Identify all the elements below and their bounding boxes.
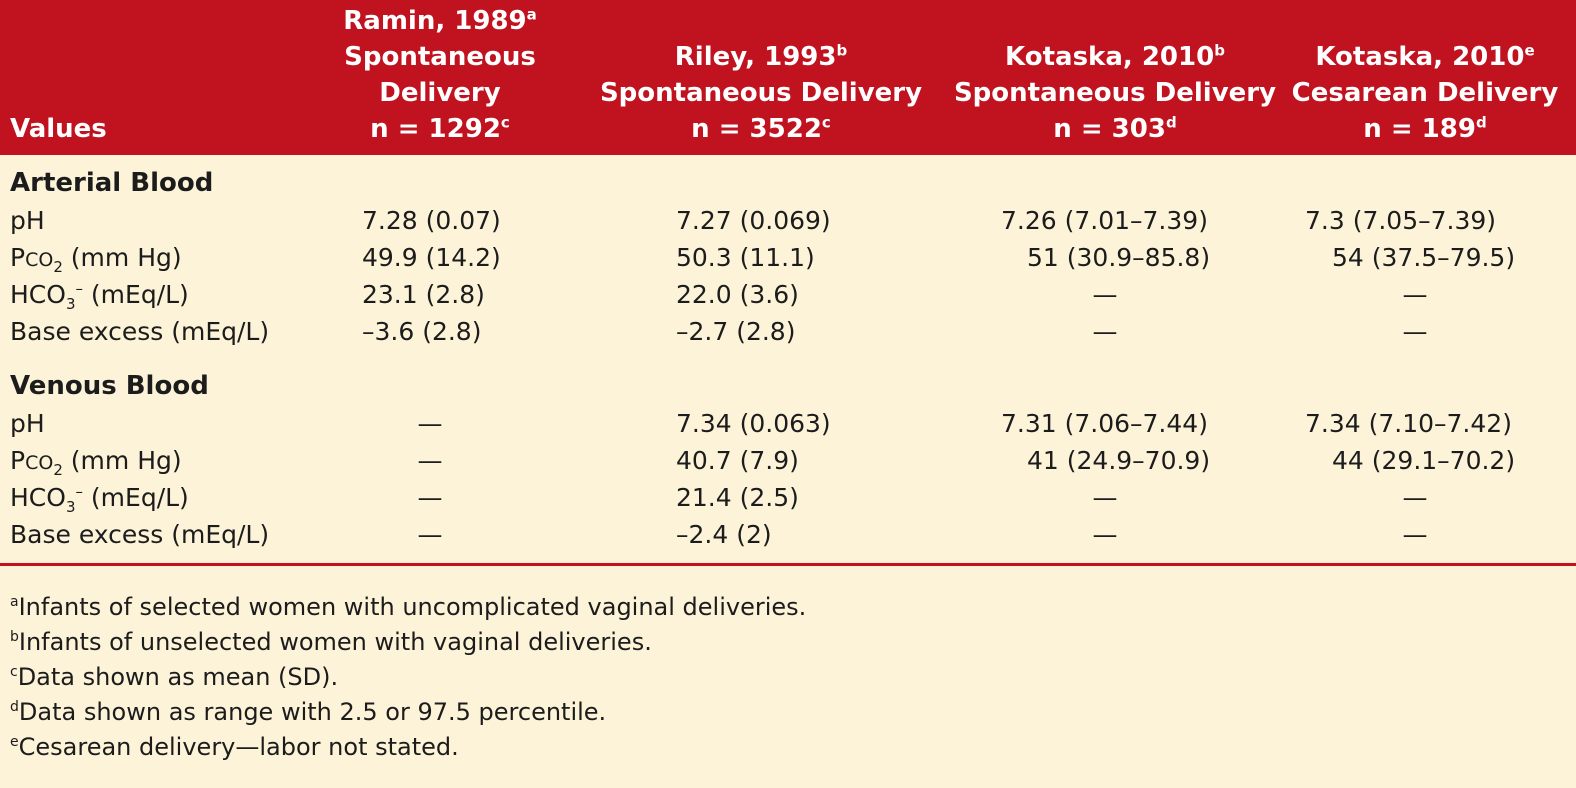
row-label: PCO2 (mm Hg)	[10, 446, 182, 479]
header-col-kotaska-2010-cesarean: Kotaska, 2010e Cesarean Delivery n = 189…	[1290, 39, 1560, 147]
header-values-label: Values	[10, 114, 107, 144]
cell-value: —	[1402, 317, 1428, 346]
header-col-ramin-1989: Ramin, 1989a Spontaneous Delivery n = 12…	[320, 3, 560, 147]
footnotes: aInfants of selected women with uncompli…	[10, 590, 806, 765]
cell-value: —	[417, 409, 443, 438]
cell-value: –3.6 (2.8)	[362, 317, 482, 346]
header-col-n: n = 1292c	[370, 113, 510, 144]
cell-value: 7.31 (7.06–7.44)	[1001, 409, 1208, 438]
header-values: Values	[10, 111, 107, 147]
header-col-title: Ramin, 1989a	[343, 5, 537, 36]
cell-value: —	[417, 446, 443, 475]
table-row: Base excess (mEq/L) — –2.4 (2) — —	[0, 516, 1576, 553]
cell-value: 40.7 (7.9)	[676, 446, 799, 475]
header-col-subtitle: Spontaneous Delivery	[599, 78, 923, 108]
footnote-a: aInfants of selected women with uncompli…	[10, 593, 807, 621]
cell-value: 7.3 (7.05–7.39)	[1305, 206, 1497, 235]
cell-value: —	[1092, 280, 1118, 309]
header-col-subtitle-2: Delivery	[379, 78, 501, 108]
cell-value: 7.34 (7.10–7.42)	[1305, 409, 1512, 438]
footnote-divider	[0, 563, 1576, 566]
table-body: Arterial Blood pH 7.28 (0.07) 7.27 (0.06…	[0, 165, 1576, 553]
section-heading-venous: Venous Blood	[10, 371, 209, 401]
cell-value: –2.7 (2.8)	[676, 317, 796, 346]
header-col-title: Riley, 1993b	[674, 41, 848, 72]
row-label: HCO3– (mEq/L)	[10, 482, 189, 516]
cell-value: 7.26 (7.01–7.39)	[1001, 206, 1208, 235]
table-row: pH — 7.34 (0.063) 7.31 (7.06–7.44) 7.34 …	[0, 405, 1576, 442]
cell-value: 23.1 (2.8)	[362, 280, 485, 309]
row-label: PCO2 (mm Hg)	[10, 243, 182, 276]
table-row: HCO3– (mEq/L) — 21.4 (2.5) — —	[0, 479, 1576, 516]
table-row: PCO2 (mm Hg) 49.9 (14.2) 50.3 (11.1) 51 …	[0, 239, 1576, 276]
header-col-subtitle: Spontaneous	[344, 42, 536, 72]
cell-value: —	[1402, 483, 1428, 512]
section-gap	[0, 350, 1576, 368]
cell-value: —	[1402, 520, 1428, 549]
table-header: Values Ramin, 1989a Spontaneous Delivery…	[0, 0, 1576, 155]
row-label: Base excess (mEq/L)	[10, 520, 270, 549]
cell-value: 21.4 (2.5)	[676, 483, 799, 512]
cell-value: —	[1092, 520, 1118, 549]
cell-value: 49.9 (14.2)	[362, 243, 501, 272]
cell-value: 7.28 (0.07)	[362, 206, 501, 235]
cell-value: 51 (30.9–85.8)	[1027, 243, 1211, 272]
header-col-n: n = 303d	[1053, 113, 1177, 144]
header-col-n: n = 189d	[1363, 113, 1487, 144]
footnote-d: dData shown as range with 2.5 or 97.5 pe…	[10, 698, 607, 726]
header-col-n: n = 3522c	[691, 113, 831, 144]
table-row: PCO2 (mm Hg) — 40.7 (7.9) 41 (24.9–70.9)…	[0, 442, 1576, 479]
cell-value: —	[1402, 280, 1428, 309]
cell-value: 41 (24.9–70.9)	[1027, 446, 1211, 475]
cell-value: 22.0 (3.6)	[676, 280, 799, 309]
cell-value: –2.4 (2)	[676, 520, 772, 549]
header-col-subtitle: Cesarean Delivery	[1291, 78, 1559, 108]
header-col-title: Kotaska, 2010b	[1005, 41, 1225, 72]
header-col-title: Kotaska, 2010e	[1315, 41, 1535, 72]
cell-value: 44 (29.1–70.2)	[1332, 446, 1516, 475]
cell-value: —	[417, 483, 443, 512]
footnote-e: eCesarean delivery—labor not stated.	[10, 733, 459, 761]
row-label: HCO3– (mEq/L)	[10, 279, 189, 313]
header-col-riley-1993: Riley, 1993b Spontaneous Delivery n = 35…	[596, 39, 926, 147]
row-label: Base excess (mEq/L)	[10, 317, 270, 346]
table-row: HCO3– (mEq/L) 23.1 (2.8) 22.0 (3.6) — —	[0, 276, 1576, 313]
cell-value: 54 (37.5–79.5)	[1332, 243, 1516, 272]
row-label: pH	[10, 206, 45, 235]
row-label: pH	[10, 409, 45, 438]
cell-value: 7.34 (0.063)	[676, 409, 831, 438]
cell-value: —	[1092, 317, 1118, 346]
table-row: pH 7.28 (0.07) 7.27 (0.069) 7.26 (7.01–7…	[0, 202, 1576, 239]
footnote-c: cData shown as mean (SD).	[10, 663, 339, 691]
cell-value: 50.3 (11.1)	[676, 243, 815, 272]
section-heading-arterial: Arterial Blood	[10, 168, 214, 198]
header-col-kotaska-2010-spontaneous: Kotaska, 2010b Spontaneous Delivery n = …	[950, 39, 1280, 147]
cell-value: 7.27 (0.069)	[676, 206, 831, 235]
header-col-subtitle: Spontaneous Delivery	[953, 78, 1277, 108]
footnote-b: bInfants of unselected women with vagina…	[10, 628, 652, 656]
cell-value: —	[417, 520, 443, 549]
table-row: Base excess (mEq/L) –3.6 (2.8) –2.7 (2.8…	[0, 313, 1576, 350]
cell-value: —	[1092, 483, 1118, 512]
